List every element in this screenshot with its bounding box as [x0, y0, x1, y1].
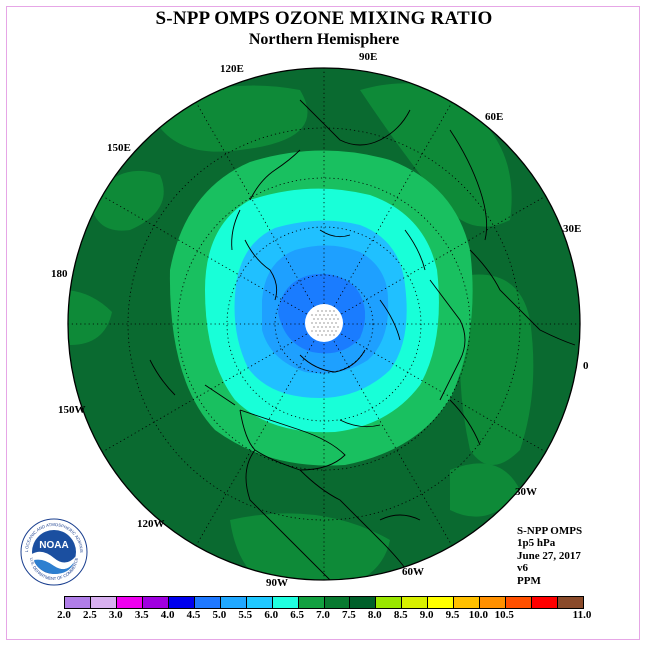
color-scale-tick-label: 8.0 [367, 609, 382, 621]
color-scale-tick-label: 5.5 [238, 609, 253, 621]
info-pressure: 1p5 hPa [517, 537, 556, 550]
color-scale-swatch [65, 597, 91, 608]
color-scale-tick-label: 3.0 [108, 609, 123, 621]
color-scale-tick-label: 4.5 [186, 609, 201, 621]
color-scale-swatch [324, 597, 351, 608]
meridian-line [341, 195, 546, 315]
color-scale-swatch [558, 597, 584, 608]
noaa-logo-icon: NOAA NATIONAL OCEANIC AND ATMOSPHERIC AD… [20, 518, 88, 586]
color-scale-swatch [116, 597, 143, 608]
meridian-line [102, 333, 307, 453]
meridian-line [333, 341, 453, 546]
ozone-region-6.5 [68, 290, 112, 345]
color-scale-swatch [402, 597, 429, 608]
lon-label-180: 180 [51, 268, 68, 280]
map-border [67, 67, 581, 581]
info-date: June 27, 2017 [517, 549, 581, 562]
lon-label-120e: 120E [220, 63, 244, 75]
info-units: PPM [517, 574, 541, 587]
color-scale-swatch [350, 597, 377, 608]
pole-stipple [311, 310, 339, 336]
lon-label-120w: 120W [137, 518, 165, 530]
color-scale-swatch [168, 597, 195, 608]
color-scale-swatch [376, 597, 403, 608]
color-scale-tick-label: 2.0 [57, 609, 71, 621]
ozone-region-6.5 [460, 274, 534, 465]
color-scale-tick-label: 10.5 [494, 609, 514, 621]
ozone-region-6.5 [450, 463, 520, 517]
info-version: v6 [517, 562, 528, 575]
color-scale-tick-label: 3.5 [134, 609, 149, 621]
color-scale-tick-label: 9.0 [419, 609, 434, 621]
lon-label-60e: 60E [485, 111, 504, 123]
lon-label-90w: 90W [266, 577, 288, 589]
lon-label-30w: 30W [515, 486, 537, 498]
map-fill-layer [68, 68, 580, 580]
color-scale-swatch [142, 597, 169, 608]
color-scale-swatch [428, 597, 455, 608]
lon-label-60w: 60W [402, 566, 424, 578]
color-scale-swatch [506, 597, 533, 608]
color-scale-swatch [532, 597, 559, 608]
ozone-region-6.5 [360, 83, 512, 227]
color-scale-tick-label: 7.0 [316, 609, 330, 621]
parallel-lines [127, 127, 521, 521]
color-scale-ticks: 2.0 2.5 3.0 3.5 4.0 4.5 5.0 5.5 6.0 6.5 7.0 7.5 8.0 8… [0, 609, 648, 623]
lon-label-30e: 30E [563, 223, 582, 235]
color-scale-tick-label: 6.5 [290, 609, 304, 621]
color-scale-swatch [90, 597, 117, 608]
color-scale-swatch [272, 597, 299, 608]
meridian-line [102, 195, 307, 315]
svg-text:NOAA: NOAA [39, 540, 68, 551]
map-title: S-NPP OMPS OZONE MIXING RATIO [155, 8, 493, 29]
color-scale-swatch [220, 597, 247, 608]
color-scale-swatch [480, 597, 507, 608]
meridian-line [333, 102, 453, 307]
lon-label-150w: 150W [58, 404, 86, 416]
color-scale-tick-label: 7.5 [342, 609, 356, 621]
color-scale-tick-label: 10.0 [468, 609, 489, 621]
color-scale-tick-label: 4.0 [160, 609, 175, 621]
color-scale-tick-label: 5.0 [212, 609, 227, 621]
lon-label-0: 0 [583, 360, 589, 372]
info-product: S-NPP OMPS [517, 525, 583, 537]
meridian-line [195, 102, 315, 307]
coastlines [149, 99, 576, 580]
color-scale-swatch [298, 597, 325, 608]
color-scale-bar [64, 596, 584, 609]
color-scale-tick-label: 6.0 [264, 609, 279, 621]
color-scale-swatch [194, 597, 221, 608]
meridian-line [195, 341, 315, 546]
color-scale-tick-label: 11.0 [572, 609, 592, 621]
lon-label-90e: 90E [359, 51, 378, 63]
color-scale-swatch [454, 597, 481, 608]
map-subtitle: Northern Hemisphere [248, 31, 400, 48]
color-scale-tick-label: 8.5 [393, 609, 408, 621]
color-scale-tick-label: 2.5 [83, 609, 97, 621]
color-scale-swatch [246, 597, 273, 608]
color-scale-tick-label: 9.5 [445, 609, 460, 621]
lon-label-150e: 150E [107, 142, 131, 154]
product-info: S-NPP OMPS 1p5 hPa June 27, 2017 v6 PPM [517, 525, 582, 587]
